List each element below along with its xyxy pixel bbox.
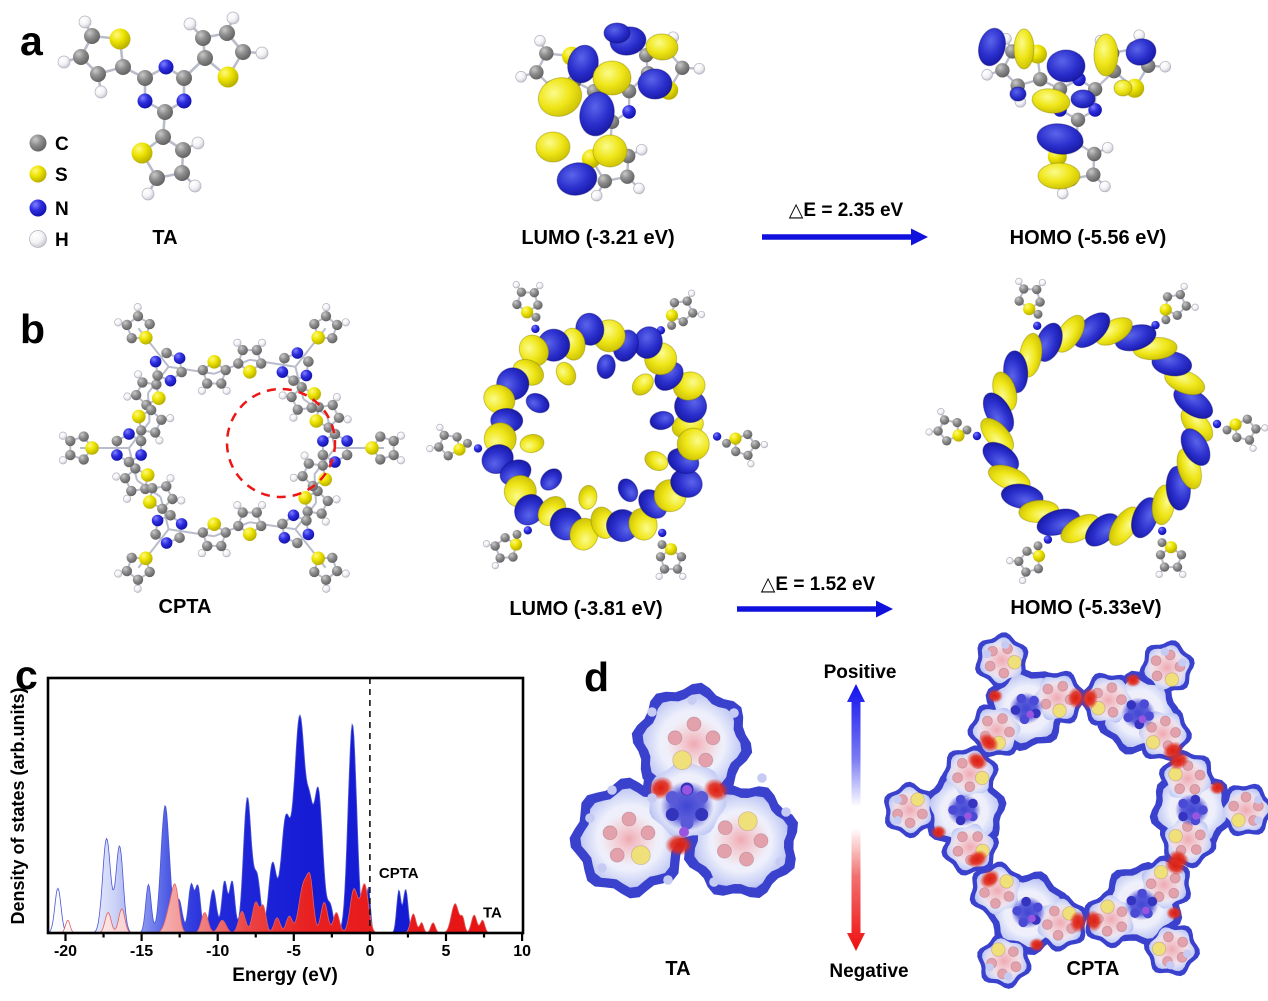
x-tick-label: 0	[365, 943, 374, 960]
series-annotation: TA	[483, 905, 502, 922]
energy-gap-arrow-b	[737, 600, 893, 618]
legend-label-sulfur: S	[55, 165, 68, 186]
esp-cpta-label: CPTA	[1067, 958, 1120, 980]
x-tick-label: -10	[206, 943, 229, 960]
esp-map-cpta	[884, 632, 1268, 989]
plot-frame	[46, 676, 525, 935]
esp-ta-label: TA	[665, 958, 690, 980]
delta-e-a-label: △E = 2.35 eV	[789, 200, 904, 221]
homo-a-label: HOMO (-5.56 eV)	[1010, 227, 1167, 249]
panel-a-letter: a	[20, 18, 44, 64]
delta-e-b-label: △E = 1.52 eV	[761, 574, 876, 595]
lumo-isosurface-ta	[515, 22, 706, 202]
energy-gap-arrow-a	[762, 228, 928, 246]
repeat-unit-highlight-circle	[225, 387, 337, 499]
legend-label-nitrogen: N	[55, 199, 69, 220]
colorbar-positive-label: Positive	[824, 662, 897, 683]
esp-colorbar	[847, 684, 865, 951]
homo-b-label: HOMO (-5.33eV)	[1010, 597, 1161, 619]
dos-y-axis-label: Density of states (arb.units)	[8, 687, 28, 924]
lumo-isosurface-cpta	[426, 281, 769, 581]
dos-chart: -20 -15 -10 -5 0 5 10 CPTA TA	[46, 676, 531, 960]
x-tick-label: -5	[287, 943, 301, 960]
panel-c-letter: c	[15, 652, 38, 698]
x-tick-label: -15	[130, 943, 153, 960]
ta-molecule	[57, 11, 269, 201]
x-tick-label: 10	[513, 943, 531, 960]
atom-legend-symbols	[29, 134, 47, 248]
x-tick-label: 5	[442, 943, 451, 960]
esp-scale-arrow	[847, 684, 865, 951]
dos-x-axis-label: Energy (eV)	[232, 965, 338, 986]
x-tick-label: -20	[54, 943, 77, 960]
esp-map-ta	[569, 682, 798, 899]
colorbar-negative-label: Negative	[829, 961, 908, 982]
ta-molecule-label: TA	[152, 227, 177, 249]
homo-isosurface-ta	[978, 27, 1172, 200]
cpta-molecule	[58, 303, 406, 593]
series-annotation: CPTA	[379, 865, 419, 882]
lumo-b-label: LUMO (-3.81 eV)	[509, 598, 662, 620]
legend-label-carbon: C	[55, 134, 69, 155]
dos-curve-cpta	[47, 714, 523, 934]
panel-d-letter: d	[584, 654, 609, 700]
homo-isosurface-cpta	[925, 277, 1268, 585]
legend-label-hydrogen: H	[55, 230, 69, 251]
panel-b-letter: b	[20, 306, 45, 352]
cpta-molecule-label: CPTA	[159, 596, 212, 618]
lumo-a-label: LUMO (-3.21 eV)	[521, 227, 674, 249]
figure-graphics: -20 -15 -10 -5 0 5 10 CPTA TA	[29, 11, 1268, 989]
